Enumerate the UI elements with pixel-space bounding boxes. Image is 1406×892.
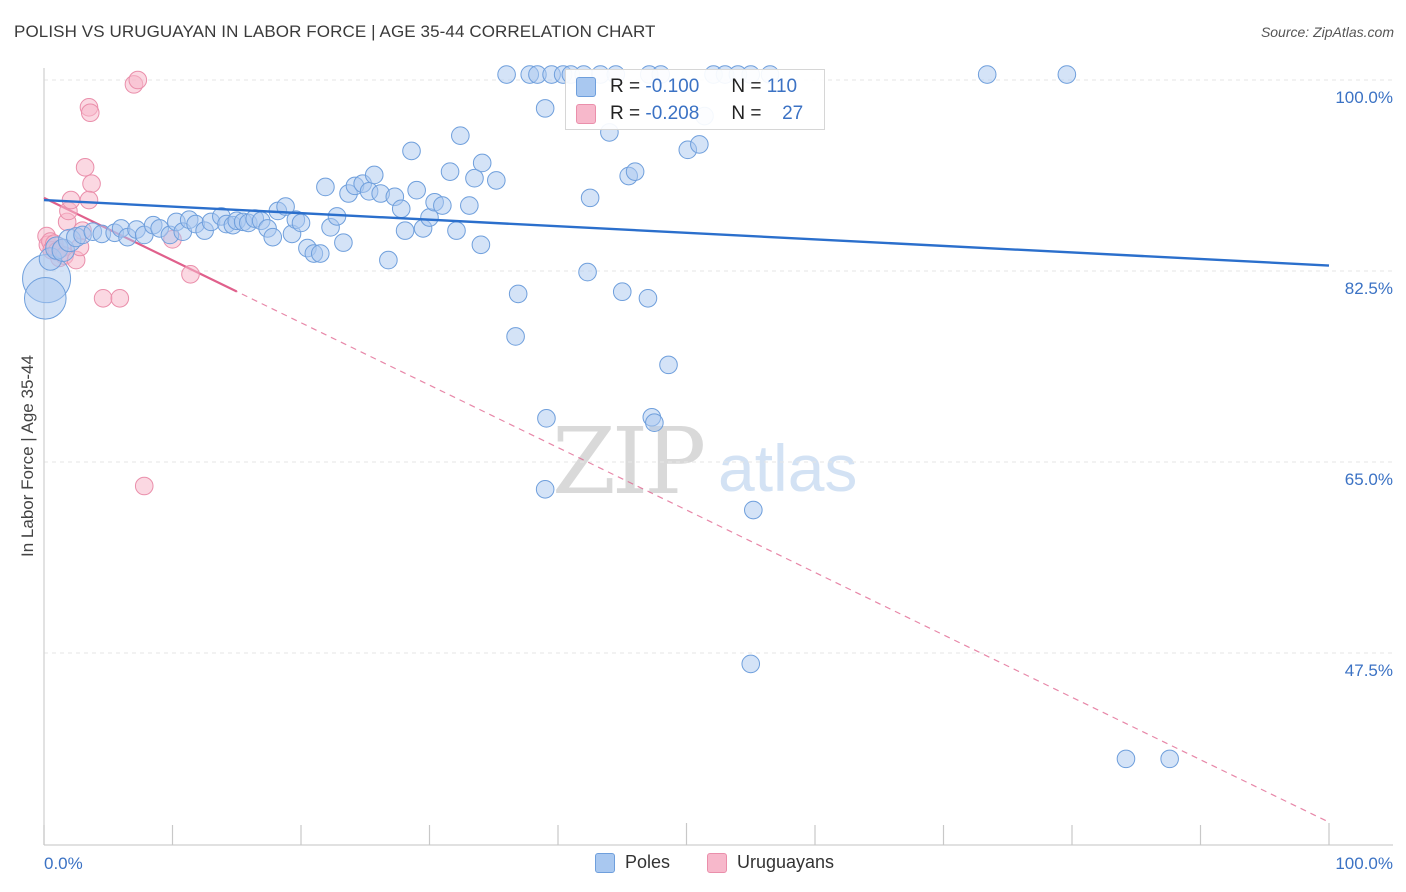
n-value-uruguayans: 27 [782, 103, 804, 124]
point-poles-45 [334, 233, 353, 252]
r-label: R = [610, 103, 641, 124]
source-note: Source: ZipAtlas.com [1260, 24, 1394, 40]
point-poles-93 [645, 413, 664, 433]
r-value-uruguayans: -0.208 [645, 103, 700, 124]
point-poles-83 [580, 188, 600, 208]
legend-label-poles: Poles [625, 852, 671, 872]
uruguayans-swatch [576, 104, 596, 124]
axes [43, 68, 1393, 846]
point-poles-75 [535, 99, 555, 118]
point-poles-62 [440, 162, 460, 181]
n-label: N = [731, 76, 762, 97]
point-uruguayans-24 [134, 476, 154, 496]
trend-lines-poles [43, 198, 1330, 267]
point-poles-57 [407, 180, 426, 200]
n-value-poles: 110 [766, 76, 798, 97]
point-uruguayans-15 [75, 158, 95, 177]
point-poles-77 [537, 409, 556, 428]
y-tick-label-3: 47.5% [1345, 661, 1393, 680]
point-poles-55 [395, 221, 415, 240]
r-value-poles: -0.100 [645, 76, 700, 97]
uruguayans-legend-swatch [707, 852, 727, 873]
point-uruguayans-17 [80, 103, 100, 123]
point-poles-105 [741, 654, 761, 674]
point-poles-65 [460, 196, 479, 215]
point-uruguayans-18 [82, 174, 101, 193]
point-poles-91 [638, 288, 658, 308]
point-uruguayans-19 [79, 190, 99, 210]
point-poles-1 [23, 276, 67, 320]
n-label: N = [731, 103, 762, 124]
point-poles-69 [497, 65, 516, 84]
point-poles-68 [471, 235, 491, 255]
trend-line-uruguayans-dashed [43, 197, 1330, 823]
point-poles-41 [310, 244, 330, 263]
point-uruguayans-26 [181, 264, 200, 284]
point-poles-52 [379, 250, 398, 270]
point-poles-63 [447, 221, 466, 240]
y-tick-label-2: 65.0% [1345, 470, 1393, 489]
point-poles-33 [263, 227, 283, 247]
point-poles-54 [391, 199, 411, 219]
point-poles-104 [744, 500, 763, 520]
y-tick-label-1: 82.5% [1345, 279, 1393, 298]
point-poles-67 [472, 153, 492, 173]
poles-legend-swatch [595, 852, 615, 873]
point-poles-42 [316, 177, 335, 197]
point-poles-89 [625, 162, 645, 181]
poles-swatch [576, 77, 596, 97]
point-poles-109 [1160, 749, 1179, 769]
y-tick-labels: 100.0% 82.5% 65.0% 47.5% [1335, 88, 1393, 680]
points-poles [22, 65, 1179, 769]
chart-title: POLISH VS URUGUAYAN IN LABOR FORCE | AGE… [14, 22, 656, 41]
point-poles-106 [977, 65, 997, 84]
point-poles-82 [578, 262, 597, 282]
stats-row-uruguayans: R = -0.208 N = 27 [576, 102, 803, 126]
point-poles-87 [612, 282, 632, 302]
trend-lines-uruguayans [43, 196, 1330, 823]
trend-line-poles [43, 198, 1330, 267]
point-poles-72 [508, 284, 528, 304]
point-uruguayans-23 [128, 70, 148, 90]
grid-lines [44, 79, 1393, 654]
x-tick-label-min: 0.0% [44, 854, 83, 873]
point-poles-78 [535, 479, 555, 499]
legend-item-uruguayans: Uruguayans [707, 852, 834, 873]
point-poles-107 [1057, 65, 1077, 84]
point-poles-64 [451, 126, 470, 145]
stats-legend: R = -0.100 N = 110 R = -0.208 N = 27 [565, 69, 825, 130]
watermark-atlas: atlas [718, 431, 858, 505]
point-uruguayans-21 [110, 288, 130, 308]
bottom-legend: Poles Uruguayans [0, 852, 1406, 878]
point-poles-66 [465, 168, 484, 188]
r-label: R = [610, 76, 641, 97]
point-poles-61 [433, 196, 452, 215]
y-tick-label-0: 100.0% [1335, 88, 1393, 107]
point-poles-38 [291, 213, 311, 233]
point-poles-56 [402, 141, 421, 161]
point-poles-94 [659, 355, 678, 375]
stats-row-poles: R = -0.100 N = 110 [576, 75, 797, 99]
x-tick-label-max: 100.0% [1335, 854, 1393, 873]
point-poles-50 [364, 165, 384, 185]
legend-item-poles: Poles [595, 852, 670, 873]
point-poles-108 [1116, 749, 1136, 769]
point-uruguayans-20 [93, 288, 113, 308]
point-poles-71 [487, 171, 506, 190]
point-poles-96 [690, 135, 709, 154]
legend-label-uruguayans: Uruguayans [737, 852, 835, 872]
point-poles-73 [506, 327, 525, 346]
